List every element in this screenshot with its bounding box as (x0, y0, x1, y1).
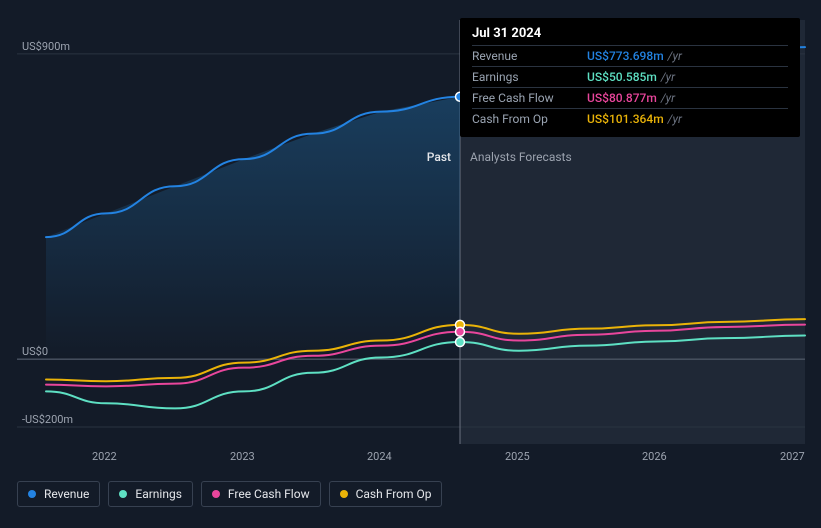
tooltip-metric-label: Earnings (472, 70, 587, 84)
legend-dot-icon (28, 490, 36, 498)
tooltip-metric-label: Revenue (472, 49, 587, 63)
legend-label: Free Cash Flow (228, 487, 310, 501)
chart-tooltip: Jul 31 2024 RevenueUS$773.698m/yrEarning… (460, 18, 800, 137)
x-axis-label: 2023 (230, 450, 255, 463)
x-axis-label: 2022 (92, 450, 117, 463)
tooltip-metric-unit: /yr (661, 91, 675, 105)
x-axis-label: 2027 (780, 450, 805, 463)
legend-dot-icon (340, 490, 348, 498)
tooltip-row: EarningsUS$50.585m/yr (472, 66, 788, 87)
x-axis-label: 2026 (642, 450, 667, 463)
legend-label: Earnings (135, 487, 182, 501)
y-axis-label: -US$200m (22, 413, 73, 426)
legend-item[interactable]: Revenue (17, 481, 100, 507)
tooltip-title: Jul 31 2024 (472, 26, 788, 45)
forecast-section-label: Analysts Forecasts (470, 150, 572, 164)
past-section-label: Past (427, 150, 451, 164)
tooltip-metric-label: Cash From Op (472, 112, 587, 126)
legend-item[interactable]: Cash From Op (329, 481, 443, 507)
tooltip-metric-unit: /yr (668, 112, 682, 126)
tooltip-metric-unit: /yr (668, 49, 682, 63)
tooltip-row: Free Cash FlowUS$80.877m/yr (472, 87, 788, 108)
legend-item[interactable]: Earnings (108, 481, 193, 507)
financial-chart: US$900m US$0 -US$200m 2022 2023 2024 2025 2026 2… (0, 0, 821, 524)
tooltip-metric-unit: /yr (661, 70, 675, 84)
tooltip-row: RevenueUS$773.698m/yr (472, 45, 788, 66)
legend-dot-icon (119, 490, 127, 498)
y-axis-label: US$900m (22, 40, 70, 53)
tooltip-metric-value: US$80.877m (587, 91, 657, 105)
legend-label: Cash From Op (356, 487, 432, 501)
x-axis-label: 2025 (505, 450, 530, 463)
x-axis-label: 2024 (367, 450, 392, 463)
tooltip-metric-label: Free Cash Flow (472, 91, 587, 105)
tooltip-metric-value: US$773.698m (587, 49, 664, 63)
tooltip-row: Cash From OpUS$101.364m/yr (472, 108, 788, 129)
legend-dot-icon (212, 490, 220, 498)
tooltip-metric-value: US$101.364m (587, 112, 664, 126)
chart-legend: Revenue Earnings Free Cash Flow Cash From O… (17, 481, 442, 507)
tooltip-metric-value: US$50.585m (587, 70, 657, 84)
legend-item[interactable]: Free Cash Flow (201, 481, 321, 507)
y-axis-label: US$0 (22, 345, 48, 358)
legend-label: Revenue (44, 487, 89, 501)
